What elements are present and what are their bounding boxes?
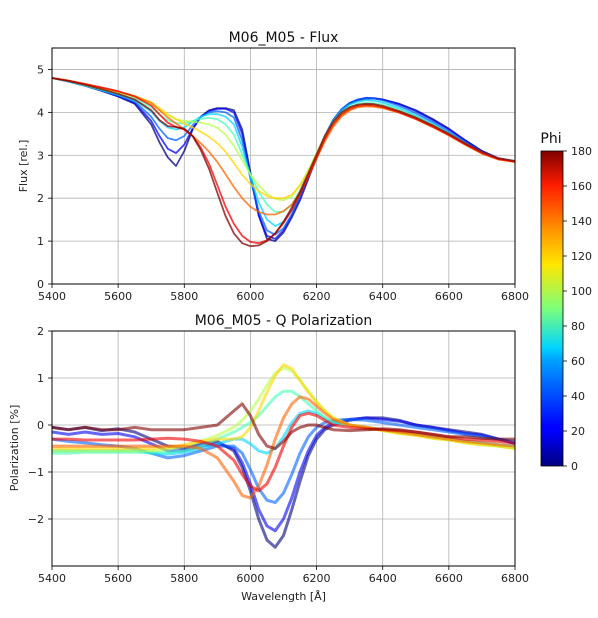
polarization-series-line-phi-40	[52, 417, 515, 505]
colorbar: Phi 0 20 40 60 80 100 120 140 160 180	[540, 131, 592, 473]
polarization-series-line-phi-180	[52, 402, 515, 450]
flux-lines	[52, 77, 515, 248]
flux-x-tick-label: 5400	[38, 290, 66, 303]
flux-series-line-phi-160	[52, 77, 515, 245]
polarization-x-tick-label: 6600	[435, 572, 463, 585]
flux-panel: M06_M05 - Flux 5400 5600 5800 6000 6200 6400 6…	[17, 30, 529, 303]
flux-y-tick-label: 4	[37, 106, 44, 119]
colorbar-gradient	[540, 150, 564, 467]
flux-x-tick-label: 6200	[303, 290, 331, 303]
colorbar-tick-label: 180	[571, 145, 592, 158]
flux-grid	[51, 48, 516, 285]
flux-y-tick-label: 5	[37, 63, 44, 76]
polarization-series-line-phi-20	[52, 416, 515, 533]
flux-series-line-phi-0	[52, 77, 515, 243]
flux-y-ticks: 0 1 2 3 4 5	[37, 63, 52, 291]
polarization-x-tick-label: 5400	[38, 572, 66, 585]
polarization-series-line-phi-140	[52, 395, 515, 500]
polarization-x-tick-label: 6000	[236, 572, 264, 585]
colorbar-tick-label: 80	[571, 320, 585, 333]
polarization-x-tick-label: 5800	[170, 572, 198, 585]
polarization-ylabel: Polarization [%]	[8, 405, 21, 491]
flux-x-tick-label: 6000	[236, 290, 264, 303]
colorbar-tick-label: 0	[571, 460, 578, 473]
polarization-y-ticks: −2 −1 0 1 2	[28, 325, 52, 526]
flux-y-tick-label: 3	[37, 149, 44, 162]
polarization-y-tick-label: −1	[28, 466, 44, 479]
flux-y-tick-label: 0	[37, 278, 44, 291]
flux-series-line-phi-180	[52, 77, 515, 248]
flux-x-tick-label: 6400	[369, 290, 397, 303]
polarization-x-tick-label: 6800	[501, 572, 529, 585]
colorbar-tick-label: 40	[571, 390, 585, 403]
flux-x-tick-label: 6600	[435, 290, 463, 303]
polarization-y-tick-label: 2	[37, 325, 44, 338]
polarization-x-ticks: 5400 5600 5800 6000 6200 6400 6600 6800	[38, 566, 529, 585]
flux-x-tick-label: 6800	[501, 290, 529, 303]
colorbar-tick-label: 20	[571, 425, 585, 438]
colorbar-tick-label: 120	[571, 250, 592, 263]
flux-title: M06_M05 - Flux	[229, 30, 339, 46]
polarization-xlabel: Wavelength [Å]	[241, 590, 326, 603]
colorbar-tick-label: 160	[571, 180, 592, 193]
polarization-frame	[51, 330, 516, 567]
colorbar-title: Phi	[540, 131, 561, 147]
polarization-x-tick-label: 6200	[303, 572, 331, 585]
flux-frame	[51, 47, 516, 285]
flux-series-line-phi-20	[52, 77, 515, 240]
polarization-x-tick-label: 5600	[104, 572, 132, 585]
flux-x-tick-label: 5800	[170, 290, 198, 303]
polarization-lines	[52, 363, 515, 549]
flux-x-ticks: 5400 5600 5800 6000 6200 6400 6600 6800	[38, 284, 529, 303]
polarization-x-tick-label: 6400	[369, 572, 397, 585]
flux-series-line-phi-60	[52, 77, 515, 228]
colorbar-tick-label: 60	[571, 355, 585, 368]
flux-x-tick-label: 5600	[104, 290, 132, 303]
colorbar-ticks: 0 20 40 60 80 100 120 140 160 180	[563, 145, 592, 473]
polarization-panel: M06_M05 - Q Polarization 5400 5600 5800 600…	[8, 313, 529, 603]
colorbar-tick-label: 100	[571, 285, 592, 298]
flux-y-tick-label: 1	[37, 235, 44, 248]
polarization-y-tick-label: −2	[28, 513, 44, 526]
flux-y-tick-label: 2	[37, 192, 44, 205]
polarization-y-tick-label: 0	[37, 419, 44, 432]
colorbar-tick-label: 140	[571, 215, 592, 228]
flux-series-line-phi-40	[52, 77, 515, 236]
flux-ylabel: Flux [rel.]	[17, 140, 30, 193]
polarization-y-tick-label: 1	[37, 372, 44, 385]
polarization-title: M06_M05 - Q Polarization	[195, 313, 373, 329]
